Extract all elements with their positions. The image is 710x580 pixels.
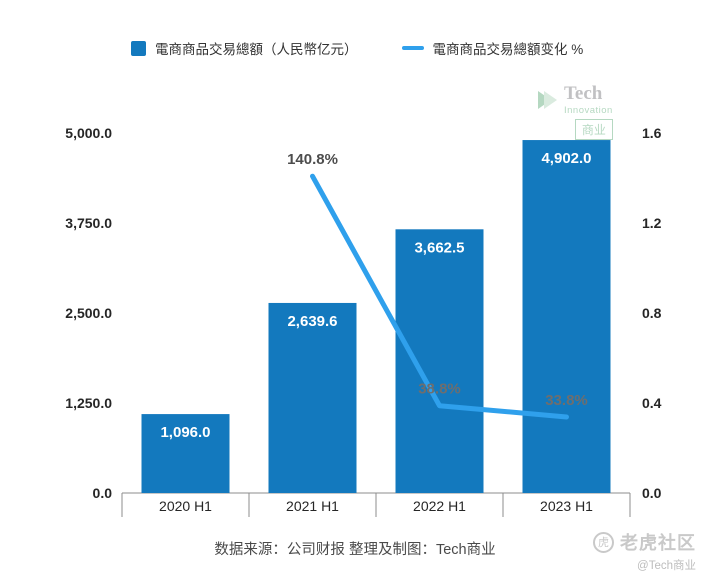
tiger-community-watermark: 虎 老虎社区 — [593, 529, 696, 555]
line-value-label: 140.8% — [287, 151, 338, 168]
community-name: 老虎社区 — [620, 533, 696, 553]
line-value-label: 33.8% — [545, 392, 588, 409]
change-line — [310, 173, 569, 420]
x-axis-category-label: 2021 H1 — [286, 498, 339, 514]
chevron-logo-icon — [538, 91, 557, 109]
right-axis-tick-label: 0.4 — [642, 395, 662, 411]
legend-label-change: 電商商品交易總額变化 % — [432, 42, 584, 57]
gmv-bar — [395, 229, 484, 494]
right-axis-tick-label: 0.8 — [642, 305, 662, 321]
community-handle: @Tech商业 — [637, 560, 696, 572]
right-axis-tick-label: 1.6 — [642, 125, 662, 141]
bar-series-swatch — [131, 40, 146, 56]
bar-value-label: 3,662.5 — [414, 239, 464, 256]
chart-legend: 電商商品交易總額（人民幣亿元） 電商商品交易總額变化 % — [131, 38, 583, 58]
chevron-triangle-icon — [544, 91, 557, 109]
x-axis-category-label: 2023 H1 — [540, 498, 593, 514]
bar-value-label: 4,902.0 — [541, 150, 591, 167]
x-axis-category-label: 2022 H1 — [413, 498, 466, 514]
legend-item-change: 電商商品交易總額变化 % — [401, 38, 584, 58]
logo-line-tech: Tech — [564, 83, 603, 104]
logo-line-shangye: 商业 — [574, 119, 613, 140]
line-value-label: 38.8% — [418, 381, 461, 398]
right-axis-tick-label: 0.0 — [642, 485, 662, 501]
left-axis-tick-label: 3,750.0 — [65, 215, 112, 231]
left-axis-tick-label: 0.0 — [93, 485, 113, 501]
gmv-bar — [522, 140, 611, 493]
logo-text: Tech Innovation 商业 — [564, 84, 613, 140]
legend-label-gmv: 電商商品交易總額（人民幣亿元） — [155, 42, 358, 57]
gmv-bar — [268, 302, 357, 493]
left-axis-tick-label: 1,250.0 — [65, 395, 112, 411]
tech-innovation-logo: Tech Innovation 商业 — [538, 84, 613, 140]
left-axis-tick-label: 5,000.0 — [65, 125, 112, 141]
legend-item-gmv: 電商商品交易總額（人民幣亿元） — [131, 38, 358, 58]
bar-value-label: 1,096.0 — [160, 424, 210, 441]
x-axis-category-label: 2020 H1 — [159, 498, 212, 514]
left-axis-tick-label: 2,500.0 — [65, 305, 112, 321]
source-caption: 数据来源：公司财报 整理及制图：Tech商业 — [214, 542, 496, 558]
right-axis-tick-label: 1.2 — [642, 215, 662, 231]
logo-line-innovation: Innovation — [564, 105, 613, 116]
gmv-bar — [141, 414, 230, 493]
bar-value-label: 2,639.6 — [287, 313, 337, 330]
tiger-icon: 虎 — [593, 531, 614, 553]
line-series-swatch — [401, 46, 424, 50]
